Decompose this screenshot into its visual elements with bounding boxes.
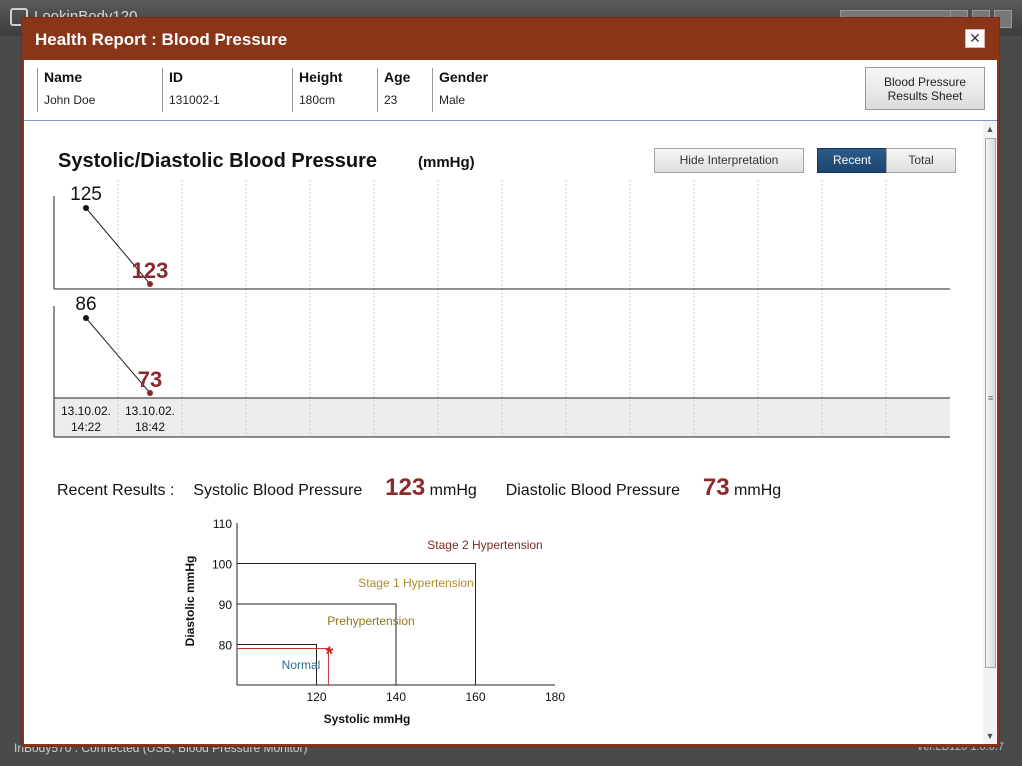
y-tick-label: 80 (219, 639, 233, 653)
dialog-border (22, 744, 999, 746)
app-logo-icon (10, 8, 28, 26)
scroll-down-icon[interactable]: ▼ (985, 731, 995, 741)
systolic-value-label: 123 (132, 258, 169, 283)
systolic-unit: mmHg (429, 482, 477, 499)
dialog-titlebar: Health Report : Blood Pressure ✕ (22, 18, 999, 60)
current-reading-marker: * (326, 644, 334, 666)
health-report-dialog: Health Report : Blood Pressure ✕ Name Jo… (22, 18, 999, 746)
vertical-scrollbar[interactable]: ▲ ≡ ▼ (983, 121, 997, 744)
chart-unit: (mmHg) (418, 154, 475, 171)
field-label: Height (299, 69, 343, 85)
date-tick-label: 13.10.02. 18:42 (125, 404, 175, 434)
diastolic-line (85, 317, 151, 394)
stage2-boundary (237, 563, 476, 685)
x-tick-label: 160 (465, 690, 485, 704)
field-label: Gender (439, 69, 489, 85)
scroll-thumb[interactable]: ≡ (985, 138, 996, 668)
patient-info-bar: Name John Doe ID 131002-1 Height 180cm A… (24, 60, 997, 121)
diastolic-value-label: 73 (138, 367, 162, 392)
x-tick-label: 140 (386, 690, 406, 704)
patient-name: Name John Doe (37, 68, 154, 112)
field-label: Age (384, 69, 411, 85)
field-label: ID (169, 69, 183, 85)
stage1-boundary (237, 603, 397, 685)
results-sheet-label-line1: Blood Pressure (883, 75, 967, 89)
field-value: John Doe (44, 93, 96, 107)
systolic-label: Systolic Blood Pressure (193, 482, 363, 499)
systolic-point (83, 205, 89, 211)
recent-results-label: Recent Results : (57, 482, 175, 499)
field-value: 131002-1 (169, 93, 220, 107)
diastolic-point (147, 390, 153, 396)
systolic-line (85, 207, 151, 285)
y-tick-label: 100 (212, 558, 232, 572)
chart-title: Systolic/Diastolic Blood Pressure (58, 150, 377, 172)
diastolic-value-label: 86 (75, 294, 96, 315)
field-value: Male (439, 93, 466, 107)
results-sheet-label-line2: Results Sheet (887, 89, 963, 103)
recent-results-row: Recent Results : Systolic Blood Pressure… (57, 474, 781, 504)
scroll-up-icon[interactable]: ▲ (985, 124, 995, 134)
dialog-title: Health Report : Blood Pressure (35, 30, 288, 49)
region-label: Prehypertension (327, 614, 414, 628)
region-label: Normal (282, 658, 321, 672)
patient-id: ID 131002-1 (162, 68, 279, 112)
x-axis-title: Systolic mmHg (324, 712, 411, 726)
normal-boundary (237, 644, 317, 685)
systolic-point (147, 281, 153, 287)
field-value: 23 (384, 93, 398, 107)
region-label: Stage 1 Hypertension (358, 576, 473, 590)
patient-age: Age 23 (377, 68, 419, 112)
dialog-border (997, 60, 999, 746)
date-tick-label: 13.10.02. 14:22 (61, 404, 111, 434)
bp-trend-chart: 125 123 86 73 13.10.02. 14:22 13.10.02. 18:42 (53, 180, 950, 438)
diastolic-point (83, 315, 89, 321)
patient-gender: Gender Male (432, 68, 509, 112)
systolic-value-label: 125 (70, 184, 102, 205)
tab-total[interactable]: Total (886, 148, 956, 173)
region-label: Stage 2 Hypertension (427, 538, 542, 552)
dialog-border (22, 60, 24, 746)
x-tick-label: 180 (545, 690, 565, 704)
patient-height: Height 180cm (292, 68, 369, 112)
x-tick-label: 120 (306, 690, 326, 704)
field-value: 180cm (299, 93, 336, 107)
results-sheet-button[interactable]: Blood Pressure Results Sheet (865, 67, 985, 110)
y-tick-label: 110 (213, 517, 232, 531)
systolic-value: 123 (385, 474, 426, 501)
diastolic-value: 73 (702, 474, 730, 501)
diastolic-label: Diastolic Blood Pressure (505, 482, 680, 499)
diastolic-unit: mmHg (734, 482, 782, 499)
bp-classification-chart: 80 90 100 110 120 140 160 180 Normal Prehypertens… (183, 517, 565, 726)
y-tick-label: 90 (219, 598, 233, 612)
y-axis-title: Diastolic mmHg (183, 556, 197, 647)
scroll-grip-icon: ≡ (988, 393, 994, 403)
field-label: Name (44, 69, 83, 85)
close-icon[interactable]: ✕ (965, 29, 985, 48)
hide-interpretation-button[interactable]: Hide Interpretation (654, 148, 804, 173)
